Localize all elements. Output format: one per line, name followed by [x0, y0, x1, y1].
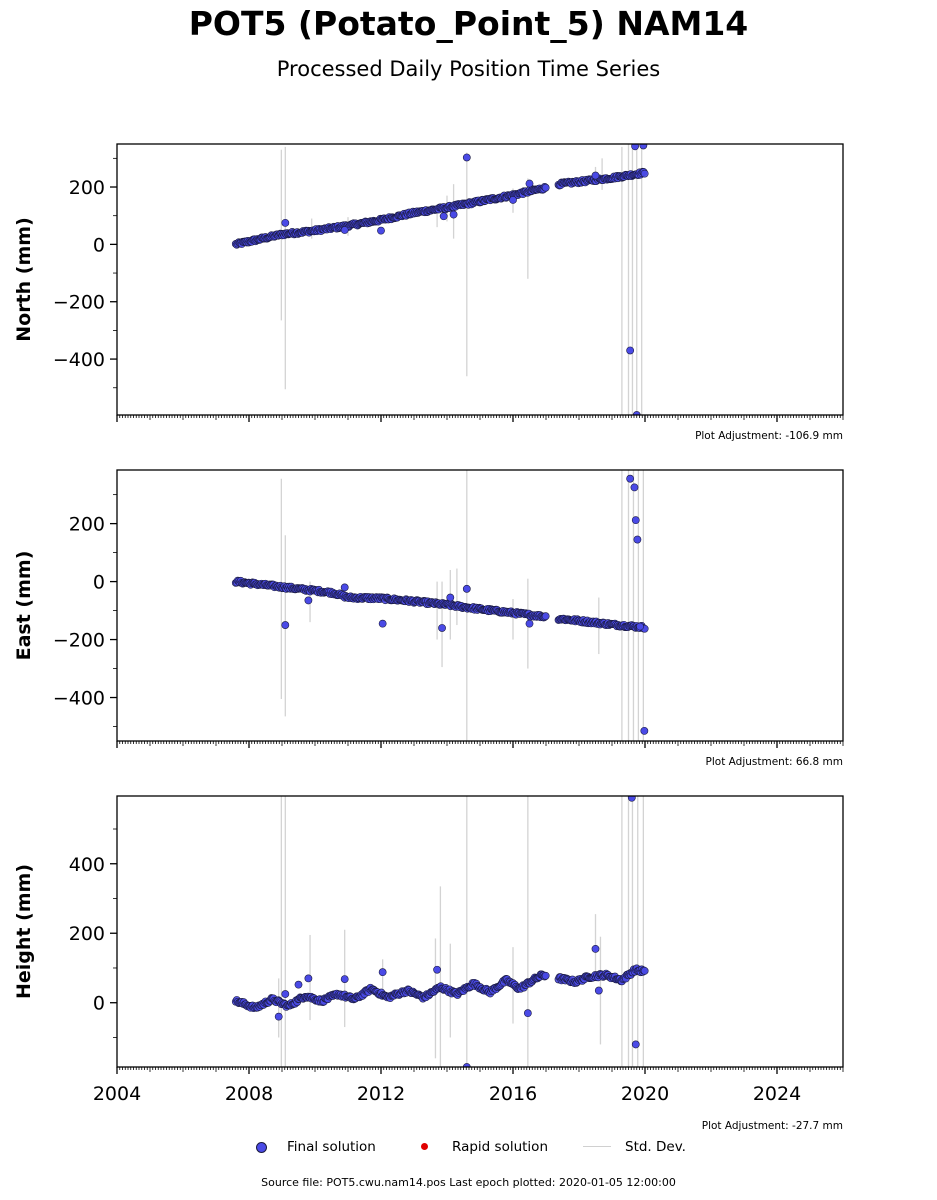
y-tick-label: 0	[93, 993, 105, 1015]
final-solution-outlier-point	[631, 516, 640, 525]
chart-subtitle: Processed Daily Position Time Series	[276, 57, 661, 81]
final-solution-outlier-point	[433, 965, 441, 974]
final-solution-outlier-point	[438, 624, 446, 632]
x-tick-label: 2016	[489, 1083, 537, 1105]
legend: Final solution Rapid solution Std. Dev.	[240, 1137, 720, 1159]
final-solution-outlier-point	[304, 974, 313, 983]
y-axis-label: East (mm)	[13, 551, 35, 661]
data-layer	[231, 796, 649, 1067]
final-solution-outlier-point	[462, 1063, 471, 1067]
final-solution-outlier-point	[594, 986, 603, 995]
final-solution-outlier-point	[591, 944, 600, 953]
final-solution-outlier-point	[626, 346, 635, 355]
final-solution-outlier-point	[281, 990, 290, 998]
final-solution-outlier-point	[509, 196, 517, 204]
final-solution-outlier-point	[462, 584, 471, 593]
final-solution-outlier-point	[631, 144, 639, 151]
final-solution-outlier-point	[525, 619, 534, 628]
y-tick-label: −400	[53, 349, 105, 371]
plot-adjustment-note: Plot Adjustment: -27.7 mm	[702, 1120, 843, 1132]
final-solution-outlier-point	[633, 535, 642, 544]
data-layer	[231, 144, 649, 415]
axes-frame	[116, 143, 844, 416]
x-tick-label: 2012	[357, 1083, 405, 1105]
plot-adjustment-note: Plot Adjustment: 66.8 mm	[706, 756, 843, 768]
panel-north: 200 0 −200 −400 North (mm) Plot Adjustment: -…	[13, 143, 844, 442]
legend-label-stddev: Std. Dev.	[625, 1139, 686, 1155]
final-solution-outlier-point	[340, 583, 349, 592]
source-footer: Source file: POT5.cwu.nam14.pos Last epo…	[261, 1176, 676, 1189]
final-solution-outlier-point	[294, 980, 303, 989]
y-tick-label: 0	[93, 572, 105, 594]
final-solution-outlier-point	[631, 1040, 640, 1049]
final-solution-outlier-point	[523, 1009, 532, 1018]
final-solution-outlier-point	[626, 474, 635, 483]
final-solution-outlier-point	[639, 144, 648, 150]
y-tick-label: −200	[53, 292, 105, 314]
final-solution-outlier-point	[304, 596, 313, 605]
axes-frame	[116, 795, 844, 1068]
final-solution-point	[541, 971, 550, 980]
chart-title: POT5 (Potato_Point_5) NAM14	[188, 4, 749, 43]
final-solution-outlier-point	[630, 483, 639, 492]
final-solution-outlier-point	[281, 218, 290, 227]
plot-adjustment-note: Plot Adjustment: -106.9 mm	[695, 430, 843, 442]
panel-east: 200 0 −200 −400 East (mm) Plot Adjustment: 66…	[13, 469, 844, 768]
final-solution-outlier-point	[449, 210, 458, 219]
final-solution-outlier-point	[377, 226, 385, 235]
y-tick-label: 200	[69, 177, 105, 199]
final-solution-point	[541, 183, 550, 192]
y-tick-label: 200	[69, 514, 105, 536]
y-axis-label: Height (mm)	[13, 864, 35, 999]
y-tick-label: 0	[93, 234, 105, 256]
y-tick-label: 200	[69, 923, 105, 945]
final-solution-outlier-point	[378, 968, 387, 977]
final-solution-outlier-point	[378, 619, 387, 628]
y-tick-label: −200	[53, 630, 105, 652]
final-solution-outlier-point	[439, 212, 448, 221]
final-solution-point	[640, 169, 649, 178]
final-solution-outlier-point	[627, 796, 636, 802]
std-dev-line-icon	[583, 1146, 611, 1147]
final-solution-outlier-point	[462, 153, 471, 162]
x-tick-label: 2024	[753, 1083, 801, 1105]
x-tick-label: 2020	[621, 1083, 669, 1105]
y-tick-label: −400	[53, 688, 105, 710]
panel-height: 2004 2008 2012 2016 2020 2024 400 200 0 Height (m…	[13, 795, 844, 1132]
legend-label-final: Final solution	[287, 1139, 376, 1155]
final-solution-point	[541, 612, 550, 621]
final-solution-outlier-point	[281, 621, 290, 629]
data-layer	[231, 470, 649, 741]
final-solution-outlier-point	[274, 1012, 283, 1021]
final-solution-marker-icon	[256, 1142, 267, 1153]
final-solution-outlier-point	[640, 726, 649, 735]
final-solution-outlier-point	[340, 226, 349, 234]
final-solution-outlier-point	[446, 593, 455, 602]
final-solution-outlier-point	[636, 622, 644, 631]
final-solution-outlier-point	[591, 171, 600, 180]
final-solution-outlier-point	[340, 975, 349, 983]
x-tick-label: 2008	[225, 1083, 273, 1105]
legend-label-rapid: Rapid solution	[452, 1139, 548, 1155]
rapid-solution-marker-icon	[421, 1143, 428, 1150]
final-solution-point	[640, 966, 649, 975]
x-tick-label: 2004	[93, 1083, 141, 1105]
y-tick-label: 400	[69, 854, 105, 876]
y-axis-label: North (mm)	[13, 217, 35, 342]
final-solution-outlier-point	[525, 179, 534, 188]
